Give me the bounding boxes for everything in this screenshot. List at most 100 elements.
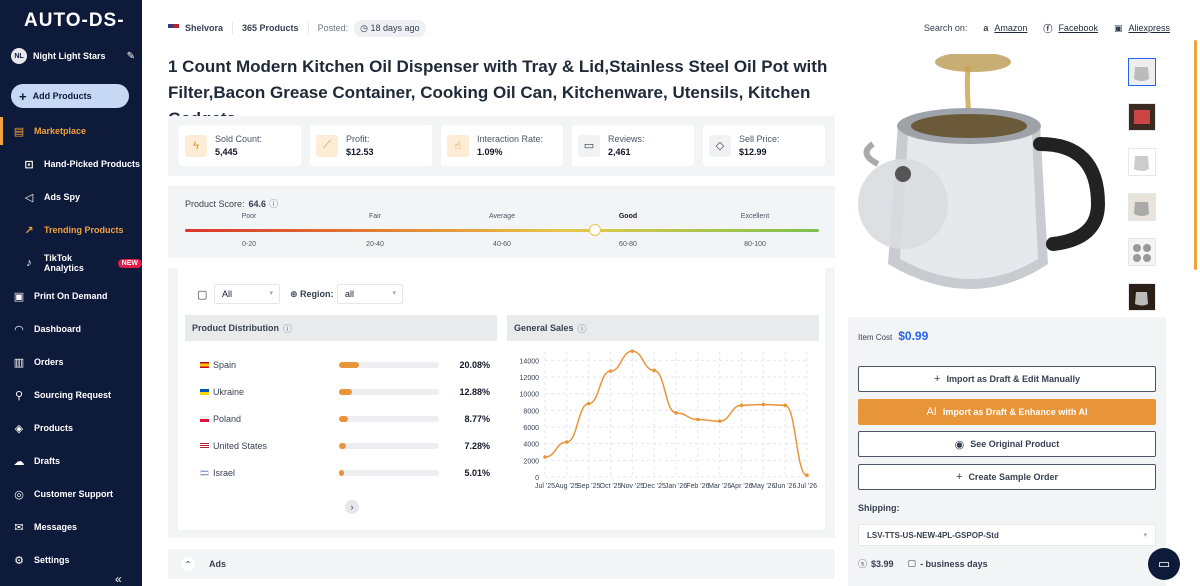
logo-text-right: DS bbox=[88, 10, 118, 31]
sidebar-item-ads-spy[interactable]: ◁ Ads Spy bbox=[0, 186, 142, 208]
sidebar-item-tiktok[interactable]: ♪ TikTok Analytics NEW bbox=[0, 252, 142, 274]
add-products-label: Add Products bbox=[32, 91, 92, 101]
amazon-link[interactable]: Amazon bbox=[994, 23, 1028, 33]
search-on-label: Search on: bbox=[923, 23, 968, 33]
gear-icon: ⚙ bbox=[14, 554, 24, 567]
region-select[interactable]: all ▾ bbox=[337, 284, 403, 304]
divider bbox=[307, 22, 309, 34]
sales-point bbox=[805, 473, 809, 478]
thumbnail[interactable] bbox=[1128, 283, 1156, 311]
share-bar-fill bbox=[339, 416, 348, 422]
bolt-icon: ϟ bbox=[185, 134, 207, 157]
product-main-image[interactable] bbox=[848, 54, 1118, 310]
chevron-down-icon: ▾ bbox=[1143, 532, 1147, 539]
sidebar-item-label: Marketplace bbox=[34, 126, 87, 136]
share-bar-fill bbox=[339, 443, 346, 449]
sales-point bbox=[761, 402, 766, 407]
page-scrollbar[interactable] bbox=[1194, 40, 1197, 270]
sidebar-item-drafts[interactable]: ☁ Drafts bbox=[0, 450, 142, 472]
chat-icon: ▭ bbox=[578, 134, 600, 157]
share-bar bbox=[339, 389, 439, 395]
thumbnail[interactable] bbox=[1128, 103, 1156, 131]
sidebar-item-settings[interactable]: ⚙ Settings bbox=[0, 549, 142, 571]
plus-icon: + bbox=[19, 88, 27, 104]
facebook-link[interactable]: Facebook bbox=[1058, 23, 1098, 33]
help-icon[interactable]: ⓘ bbox=[269, 199, 279, 209]
amazon-icon: a bbox=[983, 23, 989, 33]
edit-icon[interactable]: ✎ bbox=[126, 50, 135, 62]
sidebar-item-messages[interactable]: ✉ Messages bbox=[0, 516, 142, 538]
mail-icon: ✉ bbox=[14, 521, 24, 534]
sidebar-item-sourcing[interactable]: ⚲ Sourcing Request bbox=[0, 384, 142, 406]
support-icon: ◎ bbox=[14, 488, 24, 501]
aliexpress-icon: ▣ bbox=[1113, 22, 1123, 33]
create-sample-order-button[interactable]: + Create Sample Order bbox=[858, 464, 1156, 490]
sidebar-item-dashboard[interactable]: ◠ Dashboard bbox=[0, 318, 142, 340]
shop-name[interactable]: Shelvora bbox=[185, 23, 224, 33]
collapse-sidebar-icon[interactable]: « bbox=[115, 572, 122, 586]
stat-sell-price: ◇ Sell Price: $12.99 bbox=[703, 125, 825, 166]
plus-icon: + bbox=[956, 471, 963, 483]
sidebar-item-label: Dashboard bbox=[34, 324, 82, 334]
help-icon[interactable]: ⓘ bbox=[577, 323, 587, 334]
thumbnail[interactable] bbox=[1128, 58, 1156, 86]
thumbnail[interactable] bbox=[1128, 238, 1156, 266]
see-original-button[interactable]: ◉ See Original Product bbox=[858, 431, 1156, 457]
help-icon[interactable]: ⓘ bbox=[283, 323, 293, 334]
sidebar-item-label: Orders bbox=[34, 357, 64, 367]
y-tick-label: 12000 bbox=[520, 375, 540, 382]
item-cost-label: Item Cost bbox=[858, 333, 893, 342]
x-tick-label: Aug '25 bbox=[555, 483, 579, 490]
distribution-row: Israel 5.01% bbox=[200, 466, 490, 480]
score-knob bbox=[588, 224, 601, 236]
shipping-label: Shipping: bbox=[858, 503, 900, 513]
x-tick-label: Oct '25 bbox=[600, 483, 622, 490]
sidebar-item-hand-picked[interactable]: ⊡ Hand-Picked Products bbox=[0, 153, 142, 175]
button-label: Create Sample Order bbox=[968, 472, 1058, 482]
store-switcher[interactable]: NL Night Light Stars ✎ bbox=[11, 48, 135, 64]
import-manual-button[interactable]: + Import as Draft & Edit Manually bbox=[858, 366, 1156, 392]
y-tick-label: 0 bbox=[535, 475, 539, 482]
next-page-button[interactable]: › bbox=[345, 500, 359, 514]
stat-sold-count: ϟ Sold Count: 5,445 bbox=[179, 125, 301, 166]
share-bar bbox=[339, 470, 439, 476]
sidebar-item-products[interactable]: ◈ Products bbox=[0, 417, 142, 439]
sidebar-item-trending[interactable]: ↗ Trending Products bbox=[0, 219, 142, 241]
thumbnail[interactable] bbox=[1128, 193, 1156, 221]
import-ai-button[interactable]: AI Import as Draft & Enhance with AI bbox=[858, 399, 1156, 425]
share-percent: 5.01% bbox=[464, 468, 490, 478]
aliexpress-link[interactable]: Aliexpress bbox=[1128, 23, 1170, 33]
stats-panel: ϟ Sold Count: 5,445 ⟋ Profit: $12.53 ☝ Intera… bbox=[168, 116, 835, 176]
country-name: United States bbox=[213, 441, 268, 451]
sidebar-item-print-on-demand[interactable]: ▣ Print On Demand bbox=[0, 285, 142, 307]
distribution-row: United States 7.28% bbox=[200, 439, 490, 453]
sales-point bbox=[674, 411, 678, 415]
sidebar-item-marketplace[interactable]: ▤ Marketplace bbox=[0, 120, 142, 142]
score-label: Product Score: bbox=[185, 199, 245, 209]
tier-name: Average bbox=[489, 213, 515, 220]
ads-section-toggle[interactable]: ⌃ Ads bbox=[168, 549, 835, 579]
spain-flag-icon bbox=[200, 362, 209, 368]
sales-point bbox=[565, 440, 569, 444]
logo[interactable]: AUTO-DS- bbox=[24, 10, 125, 32]
sidebar-item-label: Trending Products bbox=[44, 225, 124, 235]
region-label: ⊕ Region: bbox=[290, 289, 334, 300]
shipping-method-select[interactable]: LSV-TTS-US-NEW-4PL-GSPOP-Std ▾ bbox=[858, 524, 1156, 546]
stat-label: Interaction Rate: bbox=[477, 134, 544, 144]
box-icon: ◈ bbox=[14, 422, 24, 435]
thumbnail[interactable] bbox=[1128, 148, 1156, 176]
region-value: all bbox=[345, 289, 355, 299]
sales-title: General Sales bbox=[514, 323, 574, 333]
sidebar-item-orders[interactable]: ▥ Orders bbox=[0, 351, 142, 373]
tier-name: Fair bbox=[368, 213, 382, 220]
stat-value: 1.09% bbox=[477, 147, 503, 157]
distribution-row: Poland 8.77% bbox=[200, 412, 490, 426]
add-products-button[interactable]: + Add Products bbox=[11, 84, 129, 108]
distribution-header: Product Distribution ⓘ bbox=[185, 315, 497, 341]
chat-widget-button[interactable]: ▭ bbox=[1148, 548, 1180, 580]
period-select[interactable]: All ▾ bbox=[214, 284, 280, 304]
thumb-icon: ☝ bbox=[447, 134, 469, 157]
search-on: Search on: a Amazon ⓕ Facebook ▣ Aliexpress bbox=[924, 22, 1170, 35]
distribution-title: Product Distribution bbox=[192, 323, 279, 333]
sidebar-item-customer-support[interactable]: ◎ Customer Support bbox=[0, 483, 142, 505]
